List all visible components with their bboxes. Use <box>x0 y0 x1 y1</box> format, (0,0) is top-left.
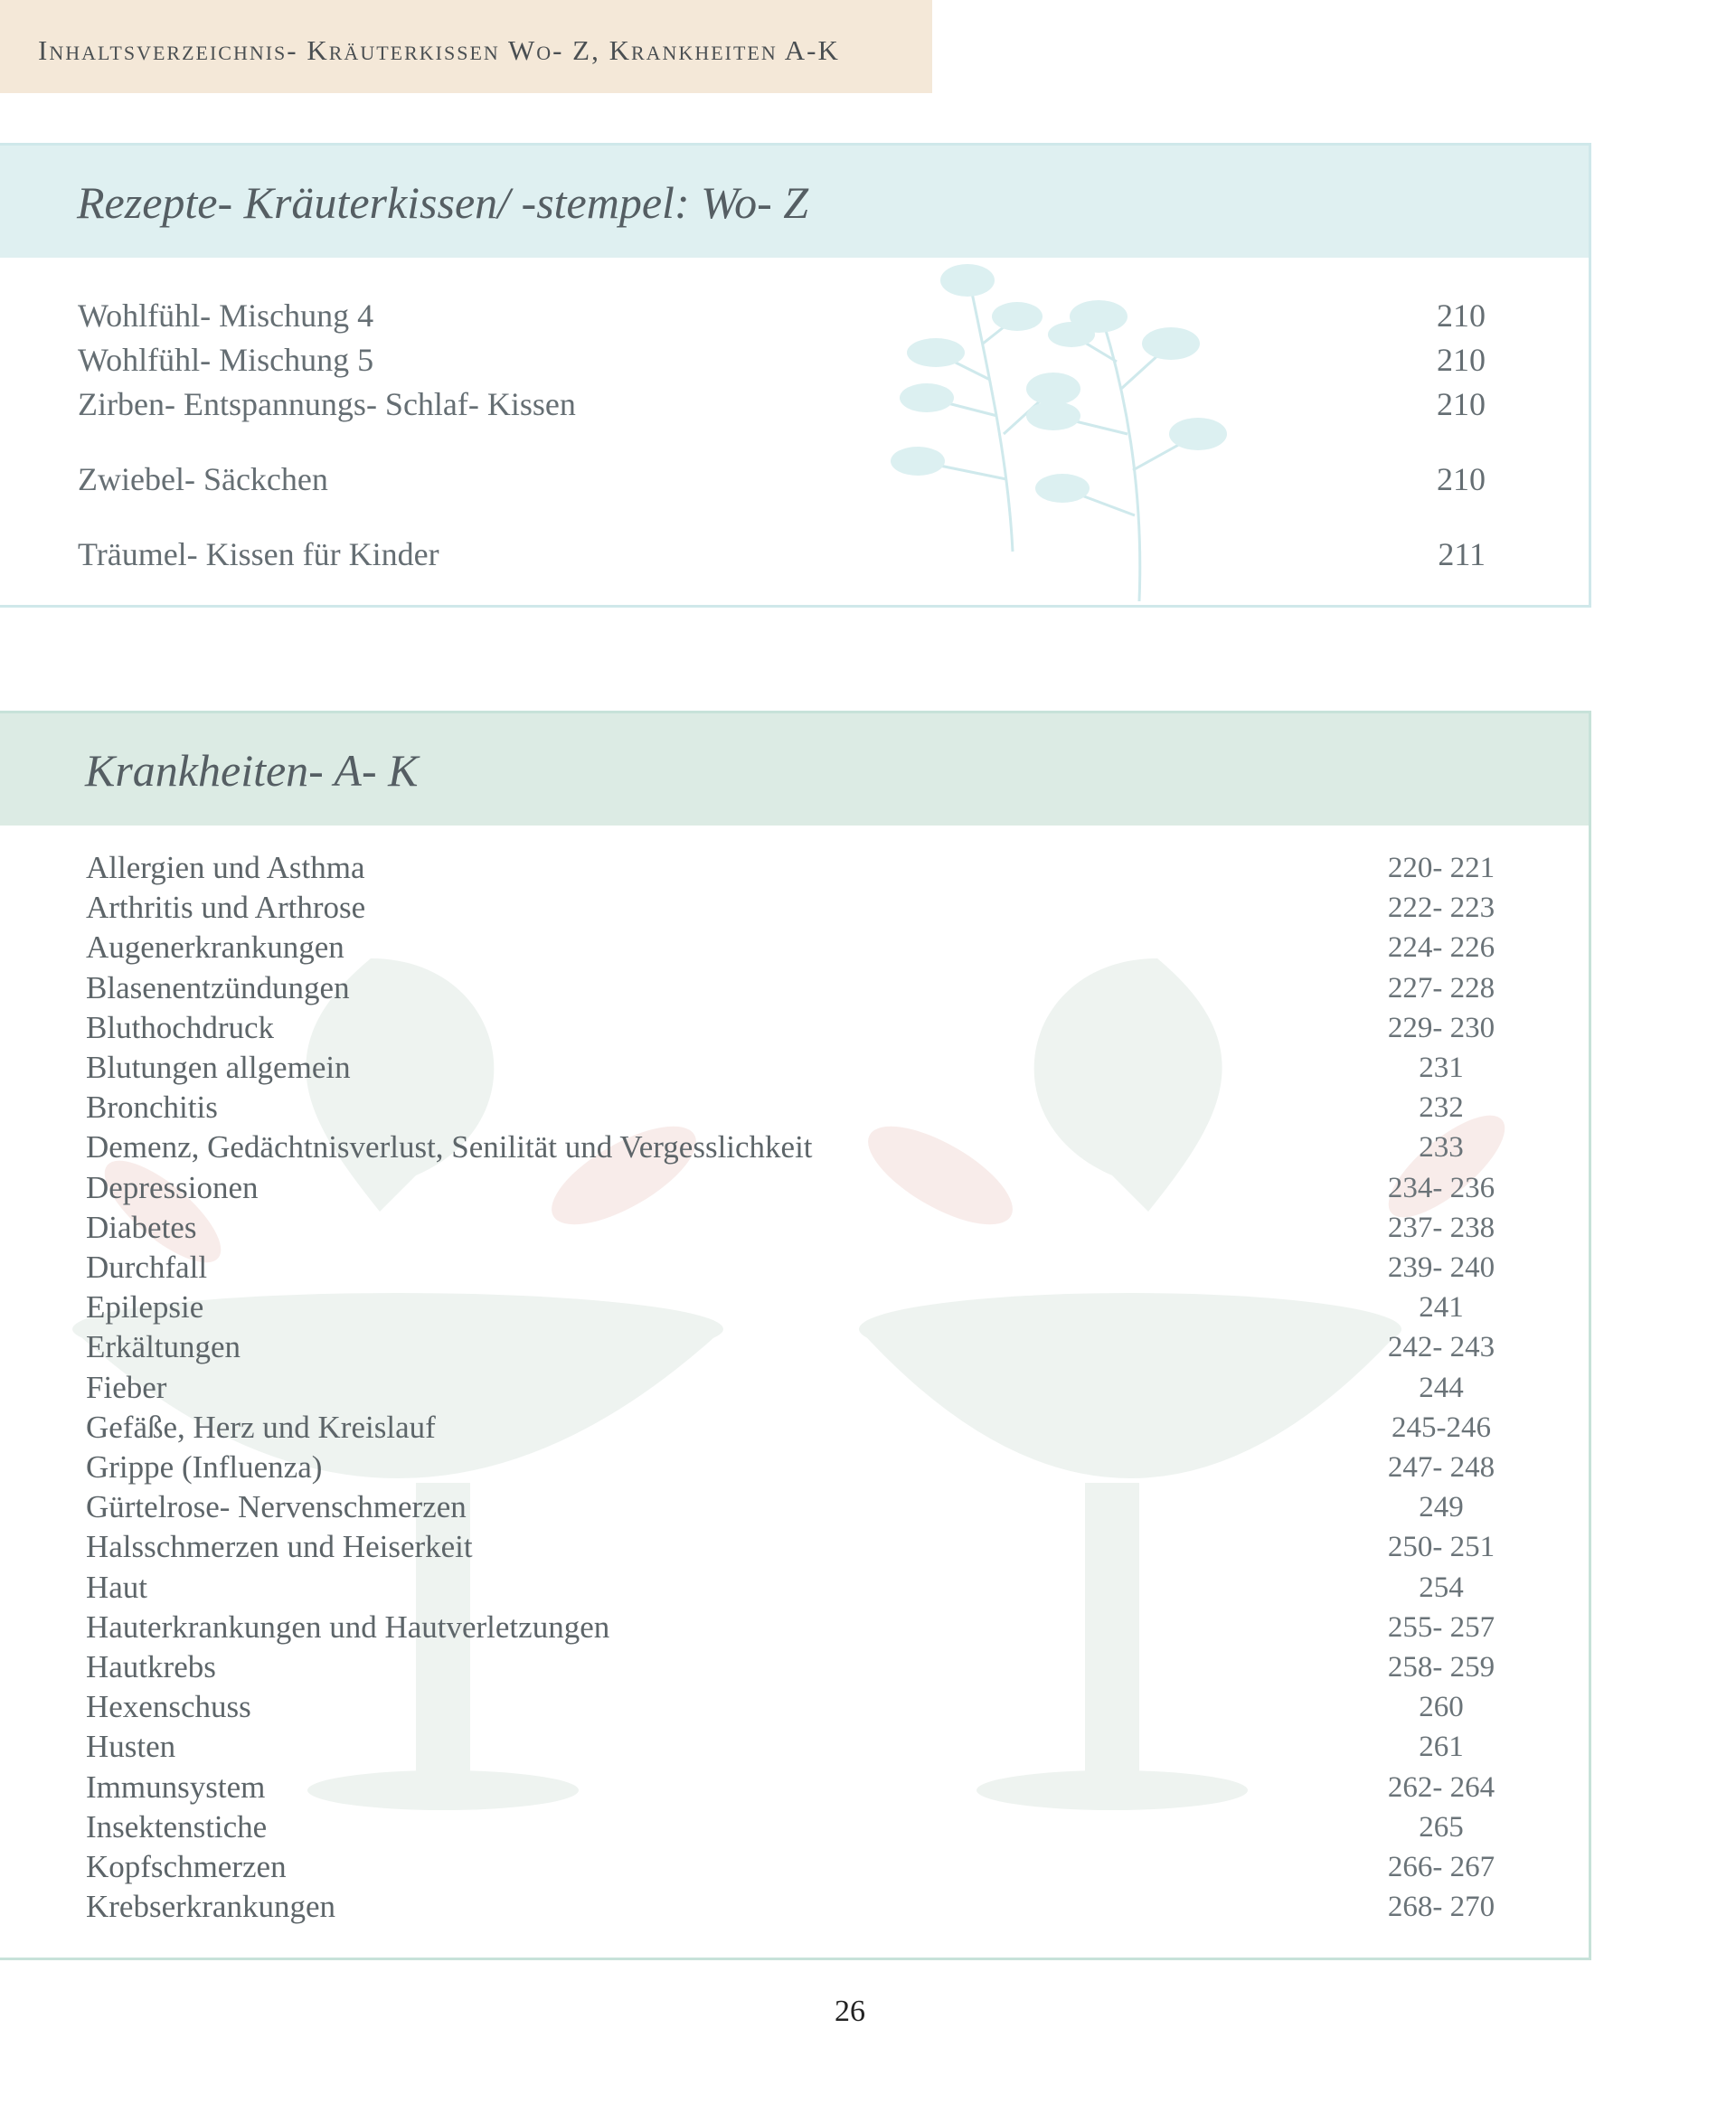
toc-entry-page: 239- 240 <box>1387 1251 1495 1284</box>
running-title: Inhaltsverzeichnis- Kräuterkissen Wo- Z,… <box>38 34 840 66</box>
toc-entry-page: 224- 226 <box>1387 931 1495 965</box>
toc-entry-title[interactable]: Zirben- Entspannungs- Schlaf- Kissen <box>78 386 576 422</box>
toc-entry-title[interactable]: Fieber <box>86 1369 167 1405</box>
toc-entry-page: 245-246 <box>1392 1411 1491 1444</box>
toc-entry-title[interactable]: Blasenentzündungen <box>86 969 350 1005</box>
toc-entry-page: 227- 228 <box>1387 971 1495 1005</box>
section-title: Rezepte- Kräuterkissen/ -stempel: Wo- Z <box>77 177 809 228</box>
toc-entry-page: 261 <box>1419 1731 1464 1764</box>
toc-entry-page: 260 <box>1419 1691 1464 1724</box>
section-kraeuterkissen: Rezepte- Kräuterkissen/ -stempel: Wo- Z <box>0 143 1591 608</box>
running-header: Inhaltsverzeichnis- Kräuterkissen Wo- Z,… <box>0 0 932 93</box>
toc-entry-title[interactable]: Bluthochdruck <box>86 1009 275 1045</box>
toc-entry-title[interactable]: Epilepsie <box>86 1289 204 1326</box>
toc-entry-title[interactable]: Husten <box>86 1729 176 1765</box>
toc-entry-title[interactable]: Haut <box>86 1569 148 1605</box>
page-number: 26 <box>835 1995 865 2028</box>
toc-entry-page: 242- 243 <box>1387 1331 1495 1364</box>
toc-entry-page: 255- 257 <box>1387 1610 1495 1644</box>
toc-entry-page: 258- 259 <box>1387 1651 1495 1684</box>
toc-entry-page: 265 <box>1419 1810 1464 1844</box>
toc-entry-title[interactable]: Halsschmerzen und Heiserkeit <box>86 1529 473 1565</box>
toc-entry-page: 254 <box>1419 1571 1464 1604</box>
toc-entry-page: 233 <box>1419 1131 1464 1165</box>
toc-entry-page: 237- 238 <box>1387 1211 1495 1244</box>
section-title: Krankheiten- A- K <box>85 745 419 796</box>
toc-entry-page: 231 <box>1419 1052 1464 1084</box>
toc-entry-title[interactable]: Kopfschmerzen <box>86 1849 287 1884</box>
toc-entry-page: 249 <box>1419 1491 1464 1524</box>
toc-entry-title[interactable]: Allergien und Asthma <box>86 850 365 885</box>
toc-entry-page: 210 <box>1437 386 1486 422</box>
toc-entry-title[interactable]: Augenerkrankungen <box>86 929 344 966</box>
toc-entry-title[interactable]: Wohlfühl- Mischung 5 <box>78 342 374 378</box>
toc-entry-title[interactable]: Bronchitis <box>86 1090 218 1126</box>
toc-entry-title[interactable]: Gefäße, Herz und Kreislauf <box>86 1409 436 1445</box>
toc-entry-title[interactable]: Erkältungen <box>86 1329 241 1365</box>
section-krankheiten: Krankheiten- A- K <box>0 711 1591 1960</box>
toc-entry-page: 268- 270 <box>1387 1891 1495 1924</box>
toc-entry-title[interactable]: Hauterkrankungen und Hautverletzungen <box>86 1609 610 1645</box>
toc-entry-title[interactable]: Zwiebel- Säckchen <box>78 461 328 497</box>
toc-entry-title[interactable]: Arthritis und Arthrose <box>86 890 366 926</box>
toc-entry-title[interactable]: Insektenstiche <box>86 1808 268 1845</box>
toc-entry-title[interactable]: Demenz, Gedächtnisverlust, Senilität und… <box>86 1129 813 1165</box>
toc-entry-page: 211 <box>1438 536 1486 572</box>
toc-entry-title[interactable]: Immunsystem <box>86 1769 266 1805</box>
toc-entry-page: 247- 248 <box>1387 1451 1495 1484</box>
section-header: Rezepte- Kräuterkissen/ -stempel: Wo- Z <box>0 146 1589 258</box>
toc-entry-title[interactable]: Durchfall <box>86 1250 208 1285</box>
toc-entry-title[interactable]: Krebserkrankungen <box>86 1889 336 1925</box>
section-header: Krankheiten- A- K <box>0 713 1589 826</box>
toc-entry-title[interactable]: Grippe (Influenza) <box>86 1449 323 1485</box>
toc-entry-page: 244 <box>1419 1371 1464 1404</box>
toc-entry-page: 234- 236 <box>1387 1171 1495 1204</box>
toc-entry-page: 210 <box>1437 342 1486 378</box>
toc-entry-title[interactable]: Hexenschuss <box>86 1689 251 1725</box>
toc-entry-page: 220- 221 <box>1387 852 1495 884</box>
toc-entry-page: 266- 267 <box>1387 1851 1495 1883</box>
toc-entry-page: 250- 251 <box>1387 1531 1495 1564</box>
toc-entry-title[interactable]: Diabetes <box>86 1209 197 1245</box>
toc-entry-page: 262- 264 <box>1387 1770 1495 1804</box>
toc-entry-title[interactable]: Hautkrebs <box>86 1649 216 1684</box>
toc-entry-title[interactable]: Blutungen allgemein <box>86 1050 351 1085</box>
toc-entry-title[interactable]: Gürtelrose- Nervenschmerzen <box>86 1489 467 1525</box>
toc-entry-page: 210 <box>1437 461 1486 497</box>
toc-entry-page: 229- 230 <box>1387 1011 1495 1044</box>
toc-entry-page: 222- 223 <box>1387 892 1495 925</box>
toc-entry-title[interactable]: Träumel- Kissen für Kinder <box>78 536 439 572</box>
toc-entry-page: 232 <box>1419 1091 1464 1125</box>
toc-entry-title[interactable]: Depressionen <box>86 1169 259 1205</box>
toc-entry-page: 241 <box>1419 1291 1464 1325</box>
toc-entry-page: 210 <box>1437 297 1486 334</box>
toc-entry-title[interactable]: Wohlfühl- Mischung 4 <box>78 297 374 334</box>
